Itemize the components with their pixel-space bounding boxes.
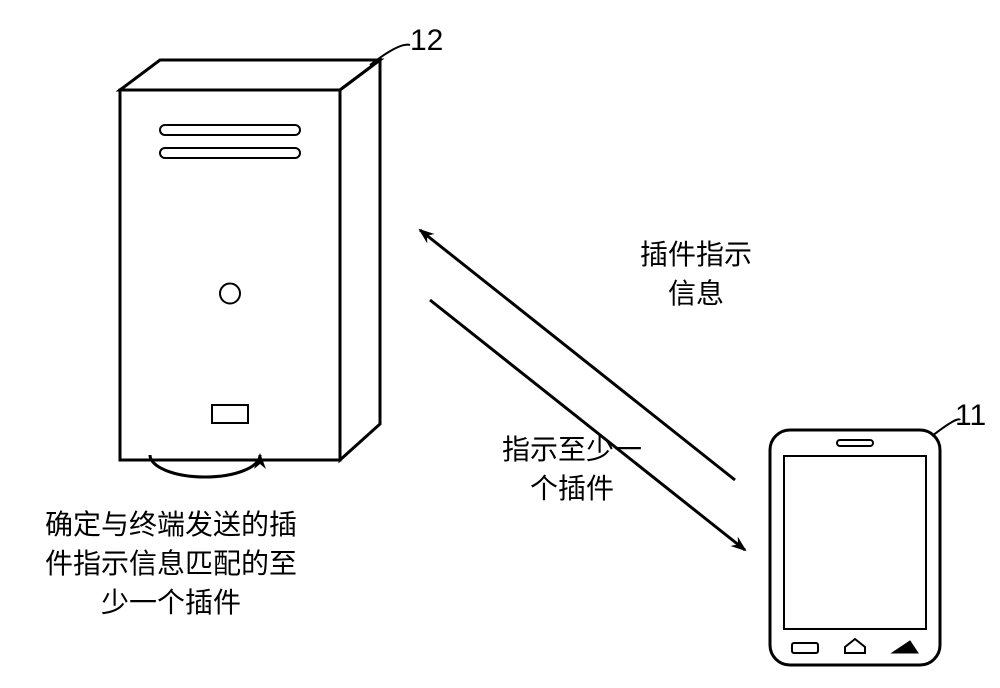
server-caption: 确定与终端发送的插 件指示信息匹配的至 少一个插件: [45, 505, 297, 623]
arrow-up-label-line1: 插件指示: [640, 235, 752, 274]
server-number-label: 12: [410, 20, 443, 62]
server-caption-line3: 少一个插件: [45, 583, 297, 622]
arrow-down-label-line1: 指示至少一: [502, 430, 642, 469]
server-side-face: [340, 60, 380, 460]
arrow-server-to-phone: [430, 300, 745, 550]
phone-number-label: 11: [955, 395, 986, 437]
server-caption-line1: 确定与终端发送的插: [45, 505, 297, 544]
arrow-up-label: 插件指示 信息: [640, 235, 752, 313]
arrow-down-label-line2: 个插件: [502, 469, 642, 508]
arrow-down-label: 指示至少一 个插件: [502, 430, 642, 508]
server-caption-line2: 件指示信息匹配的至: [45, 544, 297, 583]
arrow-up-label-line2: 信息: [640, 274, 752, 313]
server-top-face: [120, 60, 380, 90]
